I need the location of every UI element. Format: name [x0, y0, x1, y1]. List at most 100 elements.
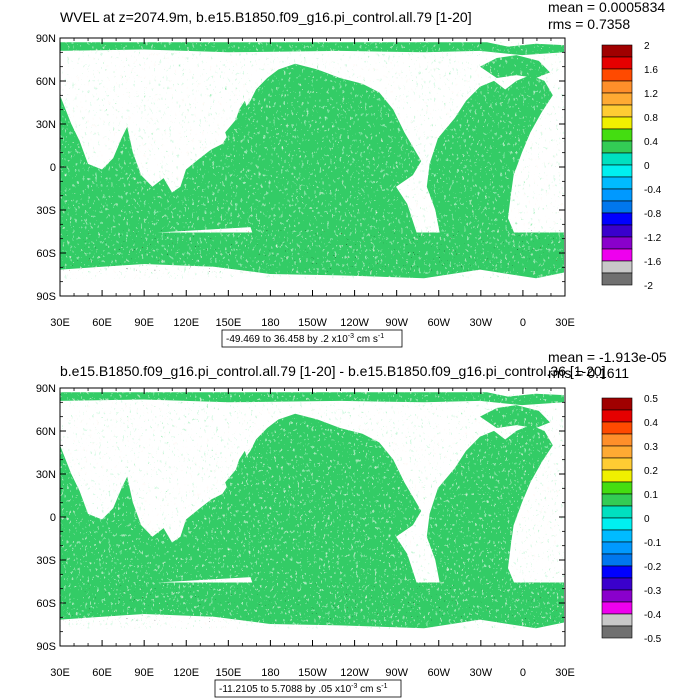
x-tick-label: 60W: [427, 317, 450, 329]
colorbar-swatch: [601, 505, 633, 519]
top-map-mean: mean = 0.0005834: [548, 0, 665, 15]
colorbar-swatch: [601, 625, 633, 639]
colorbar-swatch: [601, 128, 633, 142]
colorbar-swatch: [601, 541, 633, 555]
colorbar-swatch: [601, 272, 633, 286]
bottom-map-rms: rms = 0.1611: [548, 365, 629, 381]
top-map-southern-speckle: [60, 229, 564, 273]
colorbar-swatch: [601, 481, 633, 495]
bottom-map-panel: b.e15.B1850.f09_g16.pi_control.all.79 [1…: [36, 349, 667, 698]
x-tick-label: 90W: [385, 667, 408, 679]
x-tick-label: 60E: [92, 317, 112, 329]
colorbar-swatch: [601, 445, 633, 459]
y-tick-label: 90S: [36, 291, 56, 303]
top-map-y-axis: 90N 60N 30N 0 30S 60S 90S: [36, 33, 565, 303]
top-map-panel: WVEL at z=2074.9m, b.e15.B1850.f09_g16.p…: [36, 0, 665, 348]
colorbar-swatch: [601, 140, 633, 154]
x-tick-label: 0: [520, 317, 526, 329]
colorbar-label: -1.2: [644, 233, 662, 244]
x-tick-label: 120E: [173, 667, 199, 679]
x-tick-label: 60W: [427, 667, 450, 679]
bottom-map-caption: -11.2105 to 5.7088 by .05 x10-3 cm s-1: [214, 679, 402, 698]
colorbar-swatch: [601, 236, 633, 250]
colorbar-swatch: [601, 68, 633, 82]
y-tick-label: 30N: [36, 119, 56, 131]
colorbar-swatch: [601, 152, 633, 166]
top-map-colorbar: 2 1.6 1.2 0.8 0.4 0 -0.4 -0.8 -1.2 -1.6 -2: [601, 41, 662, 292]
y-tick-label: 90N: [36, 33, 56, 45]
bottom-map-field: [60, 392, 564, 629]
x-tick-label: 90E: [134, 317, 154, 329]
x-tick-label: 30E: [50, 317, 70, 329]
x-tick-label: 150W: [298, 317, 327, 329]
x-tick-label: 60E: [92, 667, 112, 679]
x-tick-label: 30E: [555, 667, 575, 679]
colorbar-label: -0.8: [644, 209, 662, 220]
bottom-map-title: b.e15.B1850.f09_g16.pi_control.all.79 [1…: [60, 363, 606, 379]
colorbar-label: -0.1: [644, 538, 662, 549]
y-tick-label: 60N: [36, 76, 56, 88]
bottom-map-mean: mean = -1.913e-05: [548, 349, 667, 365]
svg-text:-49.469 to 36.458 by .2 x10-3: -49.469 to 36.458 by .2 x10-3 cm s-1: [226, 333, 384, 345]
colorbar-swatch: [601, 469, 633, 483]
colorbar-label: 0.4: [644, 418, 658, 429]
colorbar-swatch: [601, 397, 633, 411]
y-tick-label: 30N: [36, 469, 56, 481]
x-tick-label: 30E: [50, 667, 70, 679]
x-tick-label: 30W: [470, 667, 493, 679]
colorbar-label: 0.2: [644, 466, 658, 477]
colorbar-swatch: [601, 176, 633, 190]
y-tick-label: 90S: [36, 641, 56, 653]
y-tick-label: 60N: [36, 426, 56, 438]
colorbar-label: -0.4: [644, 185, 662, 196]
colorbar-swatch: [601, 589, 633, 603]
colorbar-swatch: [601, 529, 633, 543]
colorbar-swatch: [601, 613, 633, 627]
colorbar-label: 1.2: [644, 89, 658, 100]
colorbar-label: -2: [644, 281, 653, 292]
colorbar-label: -0.2: [644, 562, 662, 573]
colorbar-swatch: [601, 92, 633, 106]
x-tick-label: 120W: [340, 317, 369, 329]
colorbar-label: -0.5: [644, 634, 662, 645]
y-tick-label: 90N: [36, 383, 56, 395]
colorbar-label: 0.4: [644, 137, 658, 148]
colorbar-swatch: [601, 200, 633, 214]
colorbar-label: 0.5: [644, 394, 658, 405]
colorbar-swatch: [601, 601, 633, 615]
colorbar-swatch: [601, 188, 633, 202]
colorbar-swatch: [601, 457, 633, 471]
colorbar-swatch: [601, 80, 633, 94]
x-tick-label: 90W: [385, 317, 408, 329]
y-tick-label: 0: [50, 512, 56, 524]
x-tick-label: 150W: [298, 667, 327, 679]
colorbar-swatch: [601, 116, 633, 130]
top-map-title: WVEL at z=2074.9m, b.e15.B1850.f09_g16.p…: [60, 9, 472, 25]
colorbar-swatch: [601, 517, 633, 531]
y-tick-label: 60S: [36, 598, 56, 610]
x-tick-label: 0: [520, 667, 526, 679]
colorbar-label: 0.3: [644, 442, 658, 453]
top-map-x-axis: 30E 60E 90E 120E 150E 180 150W 120W 90W 60W 30W 0 30…: [50, 38, 575, 329]
colorbar-swatch: [601, 56, 633, 70]
colorbar-swatch: [601, 553, 633, 567]
colorbar-swatch: [601, 104, 633, 118]
colorbar-swatch: [601, 260, 633, 274]
y-tick-label: 0: [50, 162, 56, 174]
colorbar-swatch: [601, 212, 633, 226]
colorbar-swatch: [601, 164, 633, 178]
x-tick-label: 150E: [215, 317, 241, 329]
colorbar-label: -0.4: [644, 610, 662, 621]
colorbar-label: 0.8: [644, 113, 658, 124]
colorbar-label: 2: [644, 41, 650, 52]
y-tick-label: 30S: [36, 555, 56, 567]
colorbar-swatch: [601, 409, 633, 423]
colorbar-label: 1.6: [644, 65, 658, 76]
bottom-map-southern-speckle: [60, 582, 564, 623]
colorbar-swatch: [601, 433, 633, 447]
x-tick-label: 90E: [134, 667, 154, 679]
x-tick-label: 120E: [173, 317, 199, 329]
x-tick-label: 180: [261, 317, 279, 329]
colorbar-label: -0.3: [644, 586, 662, 597]
